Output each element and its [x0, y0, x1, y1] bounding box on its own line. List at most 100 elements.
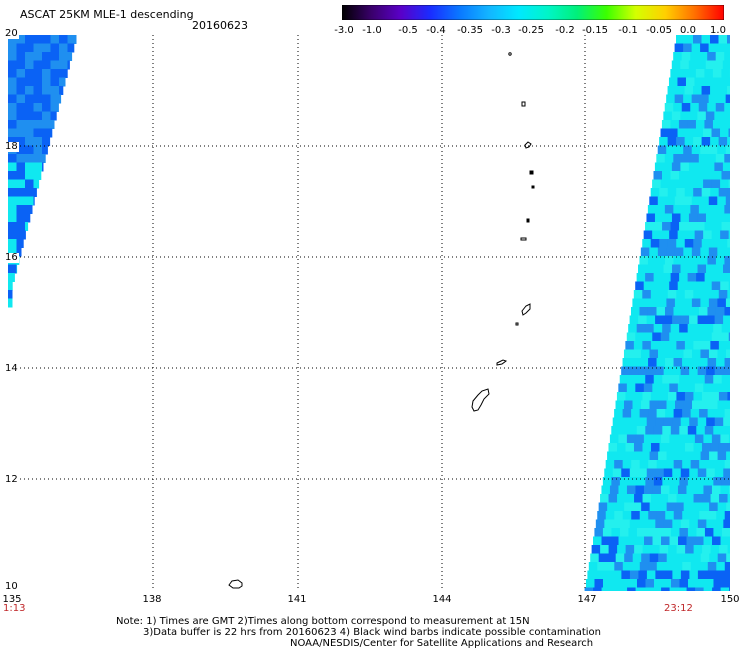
swath-cell: [619, 579, 629, 588]
swath-cell: [708, 298, 718, 308]
swath-cell: [707, 307, 717, 316]
swath-cell: [697, 60, 707, 70]
swath-cell: [629, 417, 639, 427]
swath-cell: [25, 52, 34, 61]
island: [521, 303, 531, 316]
swath-cell: [59, 69, 68, 78]
lat-label: 10: [4, 581, 19, 592]
swath-cell: [641, 553, 651, 563]
island: [531, 185, 535, 189]
swath-cell: [8, 128, 17, 138]
swath-cell: [649, 298, 659, 308]
swath-cell: [679, 579, 689, 588]
swath-cell: [654, 162, 664, 172]
swath-cell: [684, 188, 694, 197]
swath-cell: [622, 511, 632, 520]
swath-cell: [8, 69, 17, 78]
swath-cell: [670, 579, 680, 588]
swath-cell: [684, 290, 694, 299]
swath-cell: [698, 52, 708, 61]
swath-cell: [635, 383, 645, 393]
swath-cell: [628, 426, 638, 435]
swath-cell: [683, 349, 693, 359]
swath-cell: [714, 468, 724, 478]
swath-cell: [611, 426, 621, 435]
swath-cell: [650, 392, 660, 401]
swath-cell: [632, 553, 642, 563]
swath-cell: [703, 587, 713, 591]
swath-cell: [696, 222, 706, 231]
swath-cell: [636, 528, 646, 537]
swath-cell: [638, 570, 648, 580]
swath-cell: [690, 511, 700, 520]
swath-cell: [718, 290, 728, 299]
swath-cell: [16, 77, 26, 87]
swath-cell: [663, 468, 673, 478]
swath-cell: [673, 205, 683, 214]
swath-cell: [632, 349, 642, 359]
swath-cell: [662, 375, 672, 384]
swath-cell: [673, 154, 683, 163]
swath-cell: [683, 247, 693, 257]
swath-cell: [25, 35, 34, 44]
swath-cell: [8, 120, 17, 129]
swath-cell: [641, 502, 651, 512]
swath-cell: [676, 341, 686, 350]
swath-cell: [650, 443, 660, 452]
right-swath: [584, 35, 730, 591]
swath-cell: [717, 451, 727, 461]
swath-cell: [16, 43, 26, 53]
island: [529, 170, 534, 175]
swath-cell: [660, 332, 670, 342]
swath-cell: [644, 536, 654, 546]
swath-cell: [659, 392, 669, 401]
swath-cell: [25, 154, 34, 163]
swath-cell: [25, 69, 34, 78]
swath-cell: [702, 77, 712, 87]
swath-cell: [711, 434, 721, 444]
swath-cell: [8, 137, 17, 146]
swath-cell: [701, 86, 711, 95]
swath-cell: [728, 485, 730, 495]
swath-cell: [675, 400, 685, 410]
swath-cell: [727, 86, 730, 95]
swath-cell: [593, 536, 603, 546]
swath-cell: [715, 205, 725, 214]
chart-title: ASCAT 25KM MLE-1 descending: [20, 8, 194, 21]
swath-cell: [727, 545, 730, 554]
swath-cell: [25, 196, 34, 206]
swath-cell: [669, 281, 679, 291]
swath-cell: [724, 562, 730, 571]
swath-cell: [679, 528, 689, 537]
swath-cell: [8, 179, 17, 189]
swath-cell: [703, 536, 713, 546]
swath-cell: [679, 273, 689, 282]
swath-cell: [674, 298, 684, 308]
swath-cell: [718, 443, 728, 452]
swath-cell: [50, 94, 60, 104]
colorbar-tick-label: -0.3: [491, 25, 511, 36]
swath-cell: [672, 315, 682, 325]
swath-cell: [689, 264, 699, 274]
swath-cell: [671, 111, 681, 121]
swath-cell: [716, 562, 726, 571]
swath-cell: [629, 519, 639, 529]
swath-cell: [690, 52, 700, 61]
swath-cell: [685, 494, 695, 503]
swath-cell: [643, 434, 653, 444]
swath-cell: [670, 273, 680, 282]
swath-cell: [707, 154, 717, 163]
swath-cell: [698, 256, 708, 265]
swath-cell: [663, 162, 673, 172]
start-time: 1:13: [3, 603, 26, 614]
swath-cell: [711, 281, 721, 291]
swath-cell: [640, 247, 650, 257]
swath-cell: [676, 188, 686, 197]
swath-cell: [680, 519, 690, 529]
swath-cell: [635, 536, 645, 546]
swath-cell: [59, 60, 68, 70]
swath-cell: [597, 511, 607, 520]
lat-label: 18: [4, 141, 19, 152]
swath-cell: [711, 230, 721, 240]
swath-cell: [710, 239, 720, 248]
